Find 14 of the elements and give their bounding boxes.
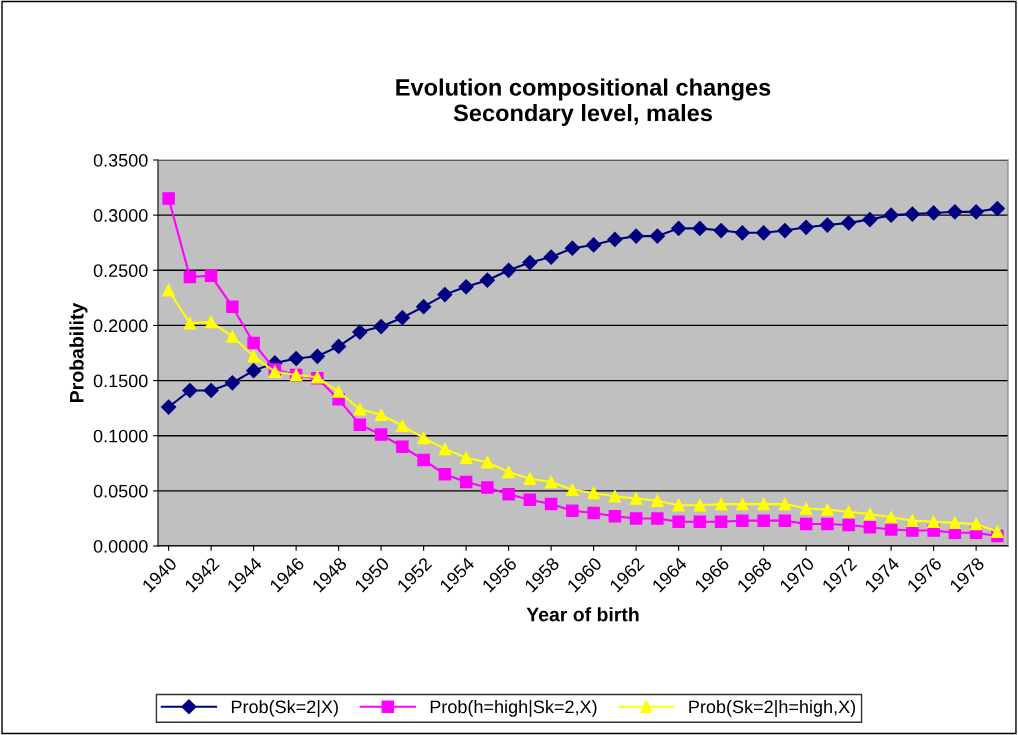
y-tick-label: 0.1500 xyxy=(93,374,148,388)
legend-label: Prob(Sk=2|h=high,X) xyxy=(689,699,856,717)
y-axis-title: Probability xyxy=(69,302,88,402)
y-tick-label: 0.1000 xyxy=(93,429,148,443)
legend-label: Prob(h=high|Sk=2,X) xyxy=(430,699,597,717)
y-tick-label: 0.2500 xyxy=(93,264,148,278)
x-axis-title: Year of birth xyxy=(526,607,639,622)
legend-label: Prob(Sk=2|X) xyxy=(231,699,338,717)
y-tick-label: 0.0000 xyxy=(93,539,148,553)
y-tick-label: 0.3000 xyxy=(93,209,148,222)
y-tick-label: 0.0500 xyxy=(93,484,148,498)
chart-title: Evolution compositional changes Secondary level, males xyxy=(396,78,771,127)
y-tick-label: 0.3500 xyxy=(93,153,148,167)
y-tick-label: 0.2000 xyxy=(93,319,148,333)
